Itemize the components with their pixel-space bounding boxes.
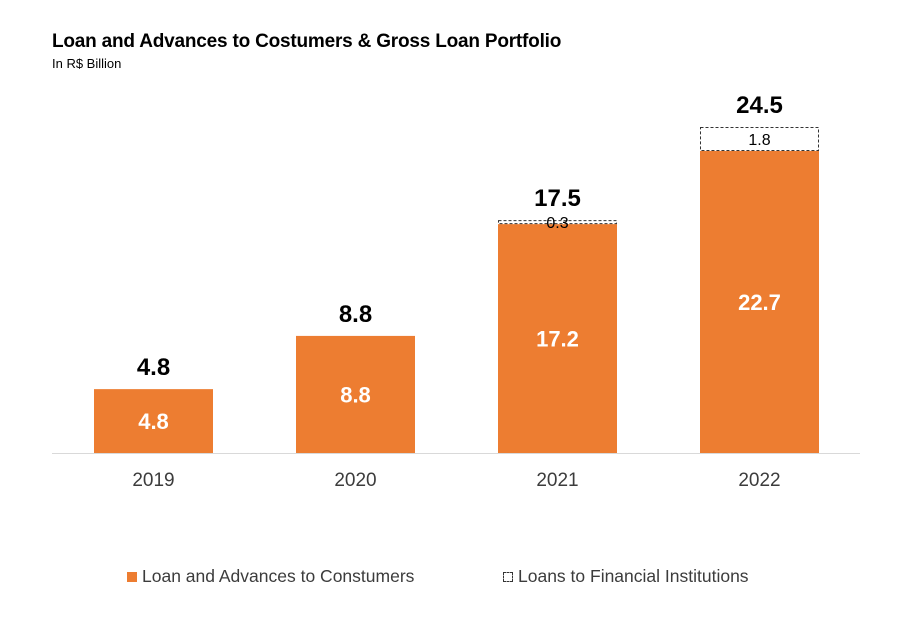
bar-loans-2021 (498, 224, 617, 453)
total-label-2021: 17.5 (534, 185, 581, 212)
legend-item-loans-to-financial-institutions: Loans to Financial Institutions (503, 566, 749, 587)
total-label-2020: 8.8 (339, 301, 372, 328)
x-tick-label-2022: 2022 (738, 470, 780, 491)
bar-loans-2022 (700, 150, 819, 453)
legend-label-loans-to-financial-institutions: Loans to Financial Institutions (518, 566, 749, 586)
legend-label-loans-to-customers: Loan and Advances to Constumers (142, 566, 415, 586)
data-label-loans-2022: 22.7 (738, 290, 781, 315)
chart-subtitle: In R$ Billion (52, 56, 122, 71)
x-tick-label-2019: 2019 (132, 470, 174, 491)
data-label-loans-2021: 17.2 (536, 327, 579, 352)
legend-item-loans-to-customers: Loan and Advances to Constumers (127, 566, 414, 587)
total-label-2022: 24.5 (736, 92, 783, 119)
bar-loans-2019 (94, 389, 213, 453)
bar-financial-institutions-2021 (498, 220, 617, 225)
data-label-financial-institutions-2022: 1.8 (748, 132, 770, 149)
legend-swatch-loans-to-customers (127, 571, 137, 582)
data-label-loans-2020: 8.8 (340, 382, 371, 407)
x-tick-label-2020: 2020 (334, 470, 376, 491)
bar-financial-institutions-2022 (700, 127, 819, 151)
chart-legend: Loan and Advances to Constumers Loans to… (0, 566, 914, 590)
data-label-loans-2019: 4.8 (138, 409, 169, 434)
legend-swatch-loans-to-financial-institutions (503, 571, 513, 582)
bar-loans-2020 (296, 335, 415, 453)
x-tick-label-2021: 2021 (536, 470, 578, 491)
data-label-financial-institutions-2021: 0.3 (546, 215, 568, 232)
total-label-2019: 4.8 (137, 354, 170, 381)
chart-title: Loan and Advances to Costumers & Gross L… (52, 31, 562, 52)
